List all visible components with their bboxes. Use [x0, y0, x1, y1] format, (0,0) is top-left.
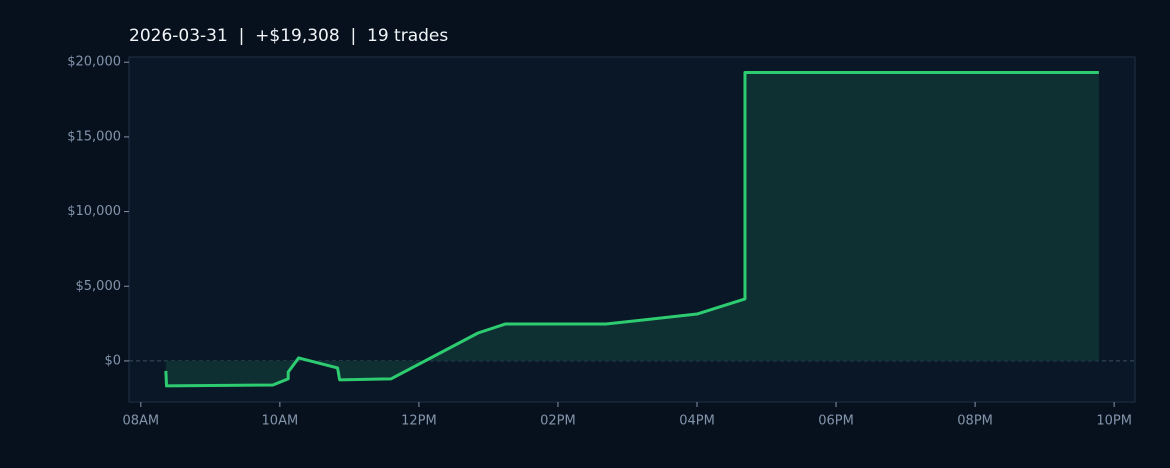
y-tick-label: $0 — [104, 353, 121, 368]
y-tick-label: $5,000 — [76, 279, 122, 294]
x-tick-label: 06PM — [818, 414, 854, 429]
x-tick-label: 08AM — [122, 414, 159, 429]
x-tick-label: 12PM — [401, 414, 437, 429]
x-tick-label: 10AM — [262, 414, 299, 429]
x-tick-label: 08PM — [957, 414, 993, 429]
x-tick-label: 04PM — [679, 414, 715, 429]
x-tick-label: 02PM — [540, 414, 576, 429]
y-tick-label: $10,000 — [67, 204, 121, 219]
line — [164, 71, 1099, 388]
y-tick-label: $20,000 — [67, 55, 121, 70]
x-tick-label: 10PM — [1096, 414, 1132, 429]
y-tick-label: $15,000 — [67, 129, 121, 144]
area-fill — [165, 72, 1099, 386]
chart-title: 2026-03-31 | +$19,308 | 19 trades — [129, 26, 448, 46]
